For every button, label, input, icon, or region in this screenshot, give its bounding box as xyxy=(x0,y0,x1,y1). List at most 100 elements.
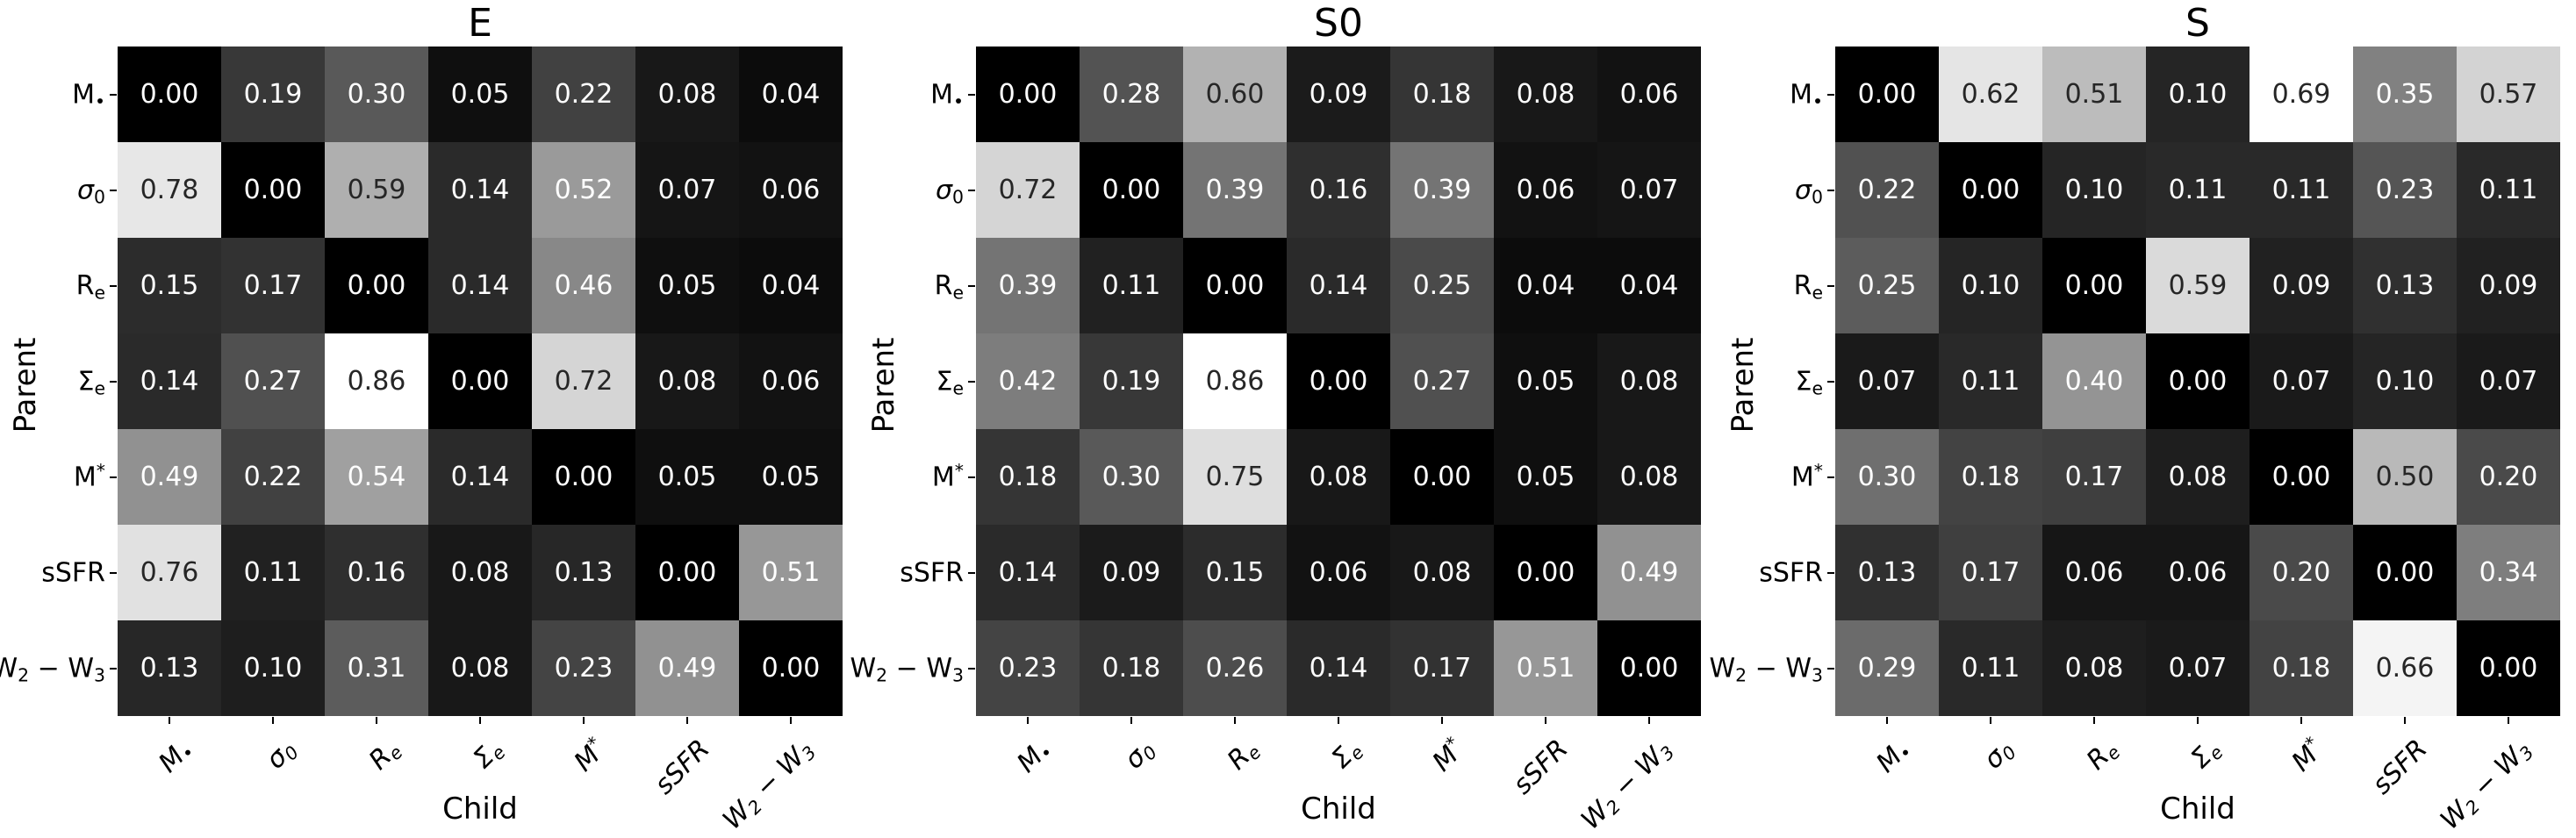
x-tick-label: Σe xyxy=(2185,741,2228,776)
heatmap-cell: 0.04 xyxy=(1597,238,1701,333)
y-tick-label: M* xyxy=(73,459,105,492)
heatmap-cell: 0.06 xyxy=(1287,525,1390,620)
x-tick-label: sSFR xyxy=(649,734,716,801)
heatmap-cell: 0.07 xyxy=(2457,333,2560,429)
y-axis-label: Parent xyxy=(1726,337,1761,433)
cell-value: 0.08 xyxy=(450,652,510,684)
y-tick-label: W2 − W3 xyxy=(0,653,105,686)
heatmap-cell: 0.54 xyxy=(325,429,428,525)
cell-value: 0.08 xyxy=(2064,652,2124,684)
cell-value: 0.00 xyxy=(1857,78,1917,110)
cell-value: 0.27 xyxy=(1412,365,1472,397)
x-tick-label: M* xyxy=(2285,732,2324,778)
heatmap-cell: 0.00 xyxy=(2250,429,2353,525)
heatmap-cell: 0.18 xyxy=(976,429,1080,525)
cell-value: 0.06 xyxy=(2064,556,2124,588)
heatmap-grid: 0.00 0.28 0.60 0.09 0.18 0.08 0.06 0.72 0.00 0.39… xyxy=(976,47,1701,716)
x-tick-mark xyxy=(1545,717,1546,724)
cell-value: 0.15 xyxy=(140,269,199,301)
heatmap-cell: 0.00 xyxy=(1287,333,1390,429)
cell-value: 0.05 xyxy=(1516,365,1575,397)
heatmap-cell: 0.27 xyxy=(221,333,325,429)
cell-value: 0.17 xyxy=(1961,556,2020,588)
cell-value: 0.18 xyxy=(998,461,1058,492)
cell-value: 0.46 xyxy=(554,269,614,301)
cell-value: 0.09 xyxy=(2479,269,2538,301)
heatmap-cell: 0.23 xyxy=(532,620,635,716)
cell-value: 0.23 xyxy=(998,652,1058,684)
cell-value: 0.11 xyxy=(1101,269,1161,301)
cell-value: 0.08 xyxy=(2168,461,2228,492)
x-tick-mark xyxy=(790,717,792,724)
heatmap-cell: 0.14 xyxy=(428,238,532,333)
y-tick-label: sSFR xyxy=(900,557,964,588)
x-tick-label: σ0 xyxy=(1118,741,1162,776)
heatmap-cell: 0.07 xyxy=(1597,142,1701,238)
heatmap-cell: 0.17 xyxy=(1390,620,1494,716)
heatmap-cell: 0.72 xyxy=(976,142,1080,238)
y-tick-label: Re xyxy=(934,270,964,304)
heatmap-cell: 0.50 xyxy=(2353,429,2457,525)
cell-value: 0.00 xyxy=(2479,652,2538,684)
heatmap-cell: 0.00 xyxy=(1390,429,1494,525)
x-tick-mark xyxy=(1441,717,1443,724)
cell-value: 0.14 xyxy=(450,461,510,492)
y-tick-label: Re xyxy=(1793,270,1823,304)
heatmap-cell: 0.11 xyxy=(2457,142,2560,238)
cell-value: 0.51 xyxy=(1516,652,1575,684)
y-tick-mark xyxy=(110,284,117,287)
cell-value: 0.08 xyxy=(1619,365,1679,397)
cell-value: 0.17 xyxy=(1412,652,1472,684)
heatmap-cell: 0.34 xyxy=(2457,525,2560,620)
heatmap-panel-e: E 0.00 0.19 0.30 0.05 0.22 0.08 0.04 0.78 0.00 0.5… xyxy=(0,0,858,838)
cell-value: 0.27 xyxy=(243,365,303,397)
cell-value: 0.16 xyxy=(1309,174,1368,205)
cell-value: 0.05 xyxy=(450,78,510,110)
heatmap-cell: 0.08 xyxy=(1287,429,1390,525)
heatmap-cell: 0.86 xyxy=(325,333,428,429)
heatmap-cell: 0.42 xyxy=(976,333,1080,429)
heatmap-cell: 0.06 xyxy=(739,333,843,429)
cell-value: 0.14 xyxy=(140,365,199,397)
cell-value: 0.00 xyxy=(1516,556,1575,588)
cell-value: 0.16 xyxy=(347,556,406,588)
heatmap-cell: 0.18 xyxy=(1080,620,1183,716)
x-tick-label: sSFR xyxy=(1507,734,1575,801)
x-axis-label: Child xyxy=(442,791,518,827)
heatmap-cell: 0.09 xyxy=(2457,238,2560,333)
cell-value: 0.11 xyxy=(1961,365,2020,397)
heatmap-cell: 0.69 xyxy=(2250,47,2353,142)
heatmap-cell: 0.60 xyxy=(1183,47,1287,142)
x-tick-mark xyxy=(272,717,274,724)
heatmap-cell: 0.11 xyxy=(2146,142,2250,238)
heatmap-cell: 0.05 xyxy=(428,47,532,142)
heatmap-cell: 0.29 xyxy=(1835,620,1939,716)
x-tick-mark xyxy=(2093,717,2095,724)
cell-value: 0.22 xyxy=(554,78,614,110)
heatmap-cell: 0.18 xyxy=(1939,429,2042,525)
heatmap-cell: 0.08 xyxy=(1597,333,1701,429)
y-tick-mark xyxy=(1827,476,1834,478)
y-tick-label: M* xyxy=(931,459,964,492)
x-tick-mark xyxy=(1130,717,1132,724)
cell-value: 0.13 xyxy=(2375,269,2435,301)
heatmap-cell: 0.14 xyxy=(428,429,532,525)
y-tick-label: σ0 xyxy=(1795,175,1823,208)
heatmap-cell: 0.11 xyxy=(1939,333,2042,429)
cell-value: 0.31 xyxy=(347,652,406,684)
heatmap-cell: 0.35 xyxy=(2353,47,2457,142)
cell-value: 0.17 xyxy=(243,269,303,301)
cell-value: 0.07 xyxy=(2271,365,2331,397)
cell-value: 0.14 xyxy=(1309,269,1368,301)
cell-value: 0.49 xyxy=(140,461,199,492)
x-tick-mark xyxy=(1027,717,1029,724)
heatmap-cell: 0.78 xyxy=(118,142,221,238)
cell-value: 0.51 xyxy=(761,556,821,588)
cell-value: 0.00 xyxy=(761,652,821,684)
cell-value: 0.06 xyxy=(1619,78,1679,110)
panel-title: S xyxy=(2185,1,2210,46)
x-tick-label: M• xyxy=(1011,741,1058,779)
cell-value: 0.23 xyxy=(554,652,614,684)
x-tick-mark xyxy=(1990,717,1991,724)
heatmap-cell: 0.14 xyxy=(1287,238,1390,333)
